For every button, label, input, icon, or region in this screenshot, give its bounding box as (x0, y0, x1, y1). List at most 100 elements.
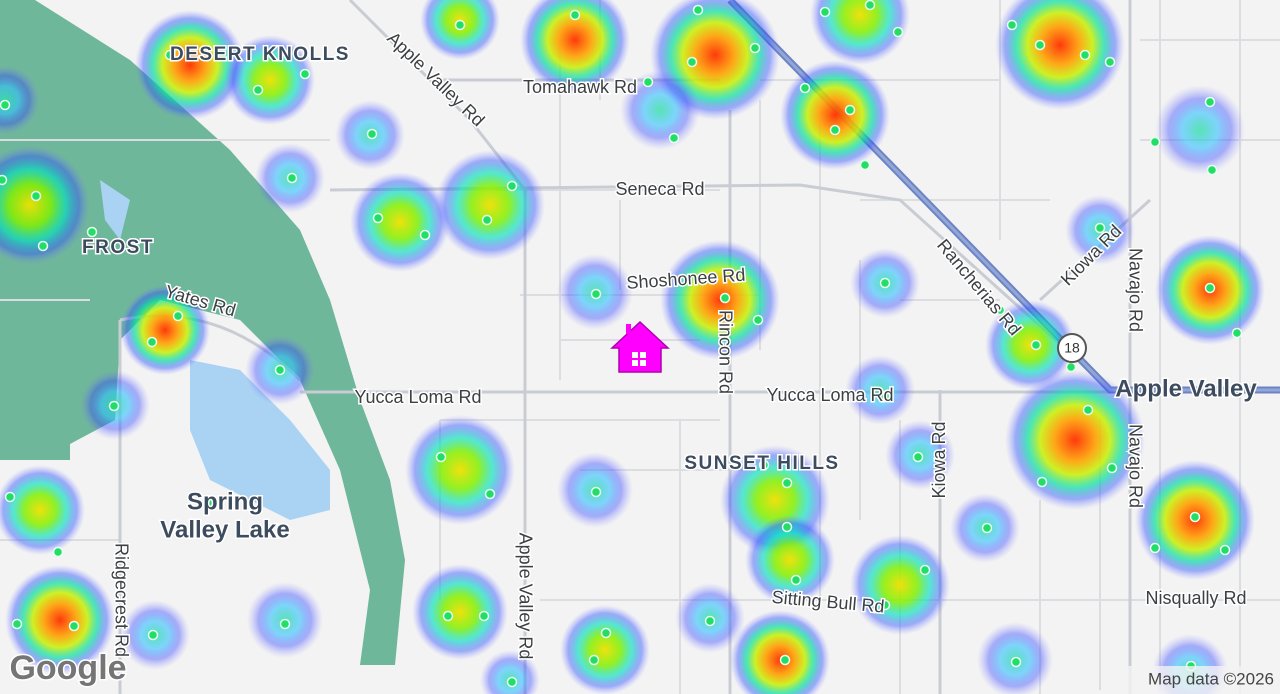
heat-blob (1005, 370, 1145, 510)
area-label: FROST (82, 237, 154, 258)
marker-dot (1204, 282, 1216, 294)
marker-dot (600, 627, 612, 639)
marker-dot (11, 618, 23, 630)
marker-dot (1010, 656, 1022, 668)
heat-blob (520, 0, 630, 95)
marker-dot (419, 229, 431, 241)
heat-blob (1155, 85, 1245, 175)
place-label: Valley Lake (160, 516, 289, 543)
marker-dot (1206, 164, 1218, 176)
heat-blob (350, 172, 450, 272)
heat-blob (810, 0, 910, 65)
heat-blob (135, 10, 245, 120)
marker-dot (435, 451, 447, 463)
marker-dot (4, 491, 16, 503)
heat-blob (780, 60, 890, 170)
road-label: Rincon Rd (715, 310, 735, 394)
marker-dot (0, 174, 8, 186)
home-marker[interactable] (610, 320, 670, 373)
heat-blob (405, 415, 515, 525)
heat-blob (435, 150, 545, 260)
marker-dot (299, 68, 311, 80)
heat-blob (850, 535, 950, 635)
marker-dot (844, 104, 856, 116)
marker-dot (86, 226, 98, 238)
heat-blob (995, 0, 1125, 110)
marker-dot (1034, 39, 1046, 51)
road-label: Yucca Loma Rd (354, 387, 481, 407)
marker-dot (642, 76, 654, 88)
marker-dot (0, 99, 11, 111)
place-label: Spring (187, 488, 263, 515)
marker-dot (1006, 19, 1018, 31)
marker-dot (478, 610, 490, 622)
marker-dot (879, 599, 891, 611)
marker-dot (749, 42, 761, 54)
marker-dot (1106, 462, 1118, 474)
marker-dot (164, 49, 176, 61)
marker-dot (994, 304, 1006, 316)
road-label: Yucca Loma Rd (766, 385, 893, 405)
marker-dot (1065, 361, 1077, 373)
marker-dot (1189, 511, 1201, 523)
highway-number: 18 (1064, 340, 1080, 356)
marker-dot (146, 336, 158, 348)
marker-dot (758, 459, 770, 471)
marker-dot (1082, 404, 1094, 416)
marker-dot (68, 620, 80, 632)
marker-dot (147, 629, 159, 641)
attribution-background (1110, 666, 1280, 694)
marker-dot (781, 521, 793, 533)
marker-dot (1204, 96, 1216, 108)
marker-dot (366, 128, 378, 140)
heat-blob (730, 610, 830, 694)
marker-dot (286, 172, 298, 184)
marker-dot (506, 676, 518, 688)
marker-dot (829, 124, 841, 136)
marker-dot (202, 497, 214, 509)
heat-blob (745, 515, 835, 605)
marker-dot (779, 654, 791, 666)
marker-dot (799, 82, 811, 94)
area-label: DESERT KNOLLS (170, 44, 350, 65)
heat-blob (412, 564, 508, 660)
marker-dot (668, 132, 680, 144)
marker-dot (1219, 544, 1231, 556)
marker-dot (588, 654, 600, 666)
marker-dot (1149, 136, 1161, 148)
road-label: Apple Valley Rd (515, 533, 535, 660)
road-label: Navajo Rd (1125, 248, 1145, 332)
marker-dot (686, 56, 698, 68)
road-label: Navajo Rd (1125, 424, 1145, 508)
marker-dot (590, 288, 602, 300)
google-logo[interactable]: Google (8, 647, 128, 688)
heat-blob (660, 240, 780, 360)
marker-dot (704, 615, 716, 627)
marker-dot (1079, 49, 1091, 61)
heat-blob (0, 465, 85, 555)
marker-dot (981, 522, 993, 534)
marker-dot (781, 477, 793, 489)
area-label: SUNSET HILLS (684, 453, 839, 474)
marker-dot (172, 310, 184, 322)
marker-dot (442, 610, 454, 622)
marker-dot (454, 19, 466, 31)
marker-dot (864, 0, 876, 11)
attribution[interactable]: Map data ©2026 (1148, 669, 1274, 688)
road-label: Kiowa Rd (929, 421, 949, 498)
place-label: Apple Valley (1115, 375, 1257, 402)
heat-blob (985, 300, 1075, 390)
marker-dot (1149, 542, 1161, 554)
heat-blob (620, 70, 700, 150)
marker-dot (1104, 56, 1116, 68)
heat-blob (845, 355, 915, 425)
marker-dot (274, 364, 286, 376)
marker-dot (912, 451, 924, 463)
heat-blob (480, 650, 540, 694)
marker-dot (108, 400, 120, 412)
marker-dot (879, 277, 891, 289)
heat-blob (5, 565, 115, 675)
marker-dot (919, 564, 931, 576)
